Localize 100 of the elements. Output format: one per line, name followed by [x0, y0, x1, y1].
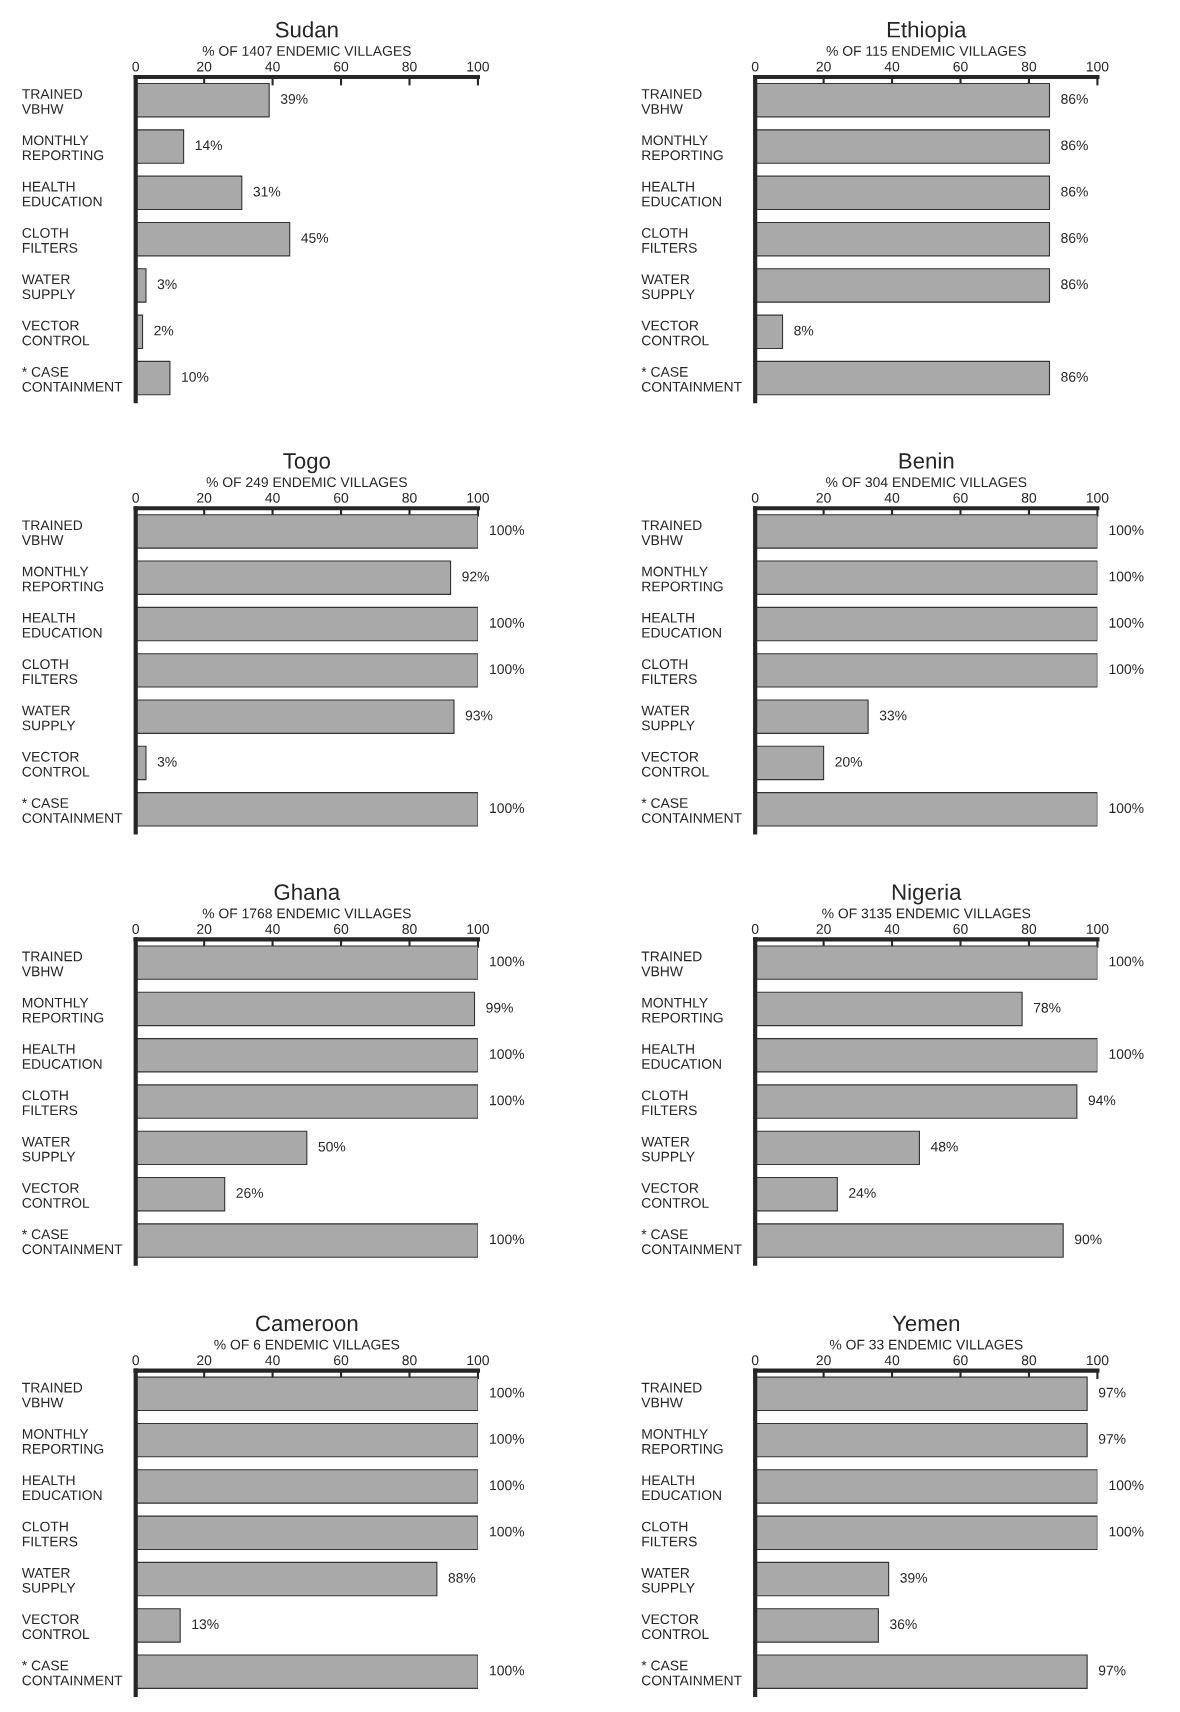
data-label: 100% [1109, 571, 1144, 582]
bar [135, 1223, 478, 1258]
x-tick-label: 60 [334, 492, 349, 503]
data-label: 31% [253, 186, 281, 197]
data-label: 86% [1061, 371, 1088, 382]
data-label: 93% [465, 710, 493, 721]
y-tick-label: WATER SUPPLY [641, 705, 695, 731]
bar [135, 1130, 308, 1166]
x-tick-label: 20 [816, 924, 831, 934]
x-tick-label: 60 [953, 492, 968, 503]
data-label: 100% [490, 1434, 525, 1444]
data-label: 100% [490, 525, 525, 536]
y-tick-label: * CASE CONTAINMENT [641, 1660, 742, 1686]
y-tick-label: TRAINED VBHW [21, 520, 83, 545]
bar [755, 1608, 879, 1643]
y-tick-label: MONTHLY REPORTING [642, 1429, 723, 1454]
x-tick-label: 60 [953, 1355, 968, 1366]
data-label: 86% [1061, 279, 1088, 290]
x-tick-label: 100 [467, 1355, 489, 1366]
y-tick-label: * CASE CONTAINMENT [641, 798, 742, 823]
bar [755, 745, 825, 781]
y-tick-label: WATER SUPPLY [641, 274, 695, 300]
data-label: 86% [1061, 233, 1088, 243]
x-tick-label: 60 [334, 61, 349, 72]
bar [135, 1469, 478, 1504]
y-tick-label: TRAINED VBHW [21, 951, 83, 977]
x-tick-label: 0 [132, 1355, 140, 1366]
x-axis-title: % OF 1768 ENDEMIC VILLAGES [202, 908, 411, 919]
data-label: 2% [154, 325, 174, 336]
data-label: 100% [490, 664, 525, 675]
bar [755, 699, 869, 734]
data-label: 50% [318, 1141, 346, 1152]
y-tick-label: WATER SUPPLY [641, 1136, 695, 1162]
bar [135, 1561, 438, 1597]
x-tick-label: 0 [132, 61, 140, 72]
chart-title: Benin [899, 452, 954, 469]
y-tick-label: VECTOR CONTROL [21, 1614, 90, 1640]
chart-title: Sudan [275, 21, 338, 38]
y-tick-label: HEALTH EDUCATION [22, 613, 102, 638]
x-tick-label: 0 [751, 492, 759, 503]
data-label: 97% [1098, 1387, 1126, 1398]
bar [135, 1422, 478, 1458]
data-label: 39% [280, 94, 308, 104]
y-tick-label: VECTOR CONTROL [21, 751, 90, 777]
x-tick-label: 80 [1021, 924, 1037, 934]
y-tick-label: MONTHLY REPORTING [22, 135, 104, 161]
x-tick-label: 40 [265, 61, 280, 72]
x-axis-title: % OF 6 ENDEMIC VILLAGES [214, 1339, 400, 1350]
y-tick-label: TRAINED VBHW [641, 951, 702, 977]
bar [755, 1654, 1088, 1689]
data-label: 97% [1098, 1665, 1126, 1676]
x-tick-label: 40 [884, 61, 900, 72]
x-tick-label: 60 [334, 1355, 349, 1366]
y-tick-label: VECTOR CONTROL [641, 751, 709, 777]
bar [755, 1130, 920, 1166]
chart-title: Ethiopia [887, 21, 967, 42]
x-tick-label: 20 [197, 1355, 212, 1366]
y-tick-label: CLOTH FILTERS [22, 1090, 78, 1116]
chart-title: Nigeria [892, 883, 962, 905]
x-tick-label: 100 [1086, 1355, 1109, 1366]
bar [135, 82, 270, 118]
x-tick-label: 80 [402, 924, 417, 934]
x-tick-label: 40 [265, 492, 280, 503]
data-label: 100% [490, 1526, 525, 1537]
data-label: 100% [490, 1480, 525, 1491]
data-label: 86% [1061, 140, 1088, 151]
bar [755, 1561, 890, 1597]
bar [755, 653, 1098, 688]
bar [135, 1376, 478, 1412]
bar [135, 560, 452, 595]
data-label: 100% [1109, 664, 1144, 675]
data-label: 48% [930, 1141, 958, 1152]
x-tick-label: 100 [467, 61, 489, 72]
data-label: 100% [490, 1387, 525, 1398]
x-tick-label: 20 [197, 492, 212, 503]
y-tick-label: VECTOR CONTROL [21, 1183, 90, 1208]
data-label: 97% [1098, 1434, 1126, 1444]
bar [135, 991, 476, 1027]
data-label: 3% [157, 756, 177, 767]
y-tick-label: WATER SUPPLY [21, 1568, 76, 1593]
data-label: 86% [1061, 94, 1088, 104]
x-tick-label: 60 [953, 924, 968, 934]
y-tick-label: VECTOR CONTROL [641, 1183, 709, 1208]
y-tick-label: MONTHLY REPORTING [642, 135, 723, 161]
chart-title: Togo [283, 453, 330, 474]
y-tick-label: * CASE CONTAINMENT [22, 798, 123, 823]
data-label: 8% [794, 325, 814, 336]
data-label: 10% [182, 371, 209, 382]
x-tick-label: 80 [402, 492, 417, 503]
x-tick-label: 0 [751, 1355, 759, 1366]
bar [755, 945, 1098, 980]
x-tick-label: 40 [265, 1355, 280, 1366]
x-tick-label: 0 [751, 61, 759, 72]
data-label: 100% [490, 956, 525, 967]
bar [135, 1515, 478, 1551]
data-label: 100% [1109, 803, 1144, 814]
bar [755, 991, 1023, 1027]
data-label: 39% [900, 1572, 928, 1583]
bar [135, 221, 291, 257]
x-tick-label: 80 [1021, 492, 1037, 503]
